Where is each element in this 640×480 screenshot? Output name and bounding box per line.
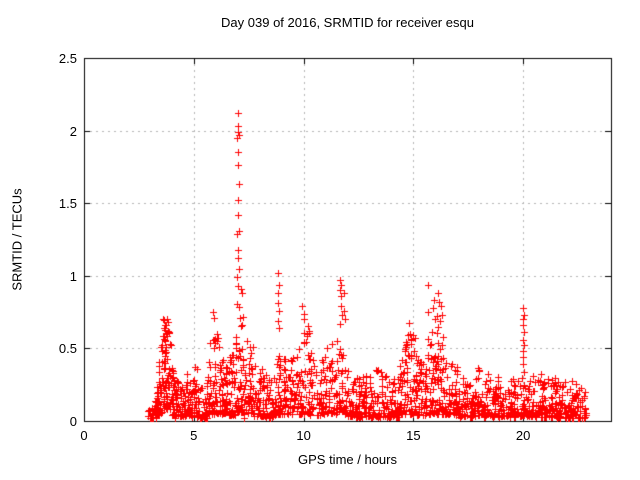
x-axis-label: GPS time / hours [298, 452, 397, 467]
x-tick-label: 10 [296, 428, 311, 443]
y-tick-label: 0.5 [58, 341, 77, 357]
y-tick-label: 2.5 [58, 51, 77, 66]
y-axis-label: SRMTID / TECUs [9, 188, 25, 291]
y-tick-label: 1.5 [58, 196, 77, 212]
x-tick-label: 20 [515, 428, 531, 443]
y-tick-label: 1 [69, 268, 77, 284]
y-tick-label: 0 [69, 414, 77, 429]
x-tick-label: 5 [190, 428, 198, 443]
x-tick-label: 15 [406, 428, 421, 443]
y-tick-label: 2 [69, 123, 77, 139]
x-tick-label: 0 [80, 428, 88, 443]
